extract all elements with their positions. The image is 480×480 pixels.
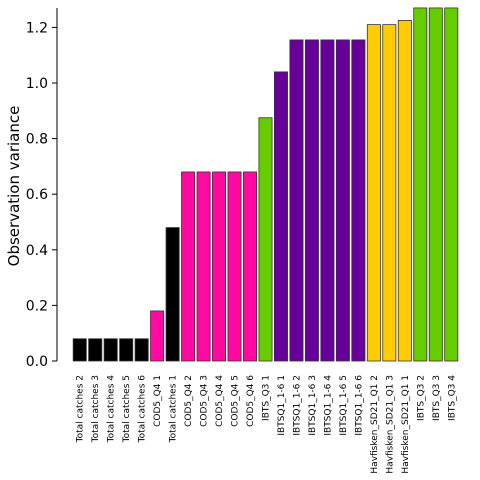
bar: [366, 24, 381, 362]
x-tick-label: COD5_Q4 1: [153, 375, 163, 427]
bar: [428, 7, 443, 362]
bar: [243, 171, 258, 362]
x-tick-label: Total catches 6: [138, 375, 148, 444]
bar: [289, 39, 304, 362]
x-tick-label: IBTSQ1_1-6 6: [354, 375, 364, 436]
x-tick-label: IBTS_Q3 2: [416, 375, 426, 421]
x-tick-label: IBTSQ1_1-6 5: [339, 375, 349, 436]
x-tick-labels: Total catches 2 Total catches 3 Total catc…: [76, 375, 458, 474]
x-tick-label: COD5_Q4 6: [246, 375, 256, 427]
x-tick-label: IBTS_Q3 4: [447, 375, 457, 421]
bar-series: [72, 7, 459, 362]
bar: [227, 171, 242, 362]
bar: [258, 117, 273, 362]
bar: [119, 338, 134, 362]
bar: [134, 338, 149, 362]
bar: [444, 7, 459, 362]
bar: [397, 20, 412, 362]
x-tick-label: IBTSQ1_1-6 1: [277, 375, 287, 436]
y-tick-label: 1.0: [26, 76, 48, 92]
y-axis: 0.0 0.2 0.4 0.6 0.8 1.0 1.2: [26, 7, 58, 370]
y-tick-label: 0.8: [26, 132, 48, 148]
y-tick-label: 1.2: [26, 20, 48, 36]
x-tick-label: Total catches 5: [122, 375, 132, 443]
bar: [304, 39, 319, 362]
x-tick-label: Havfisken_SD21_Q1 1: [401, 375, 411, 474]
x-tick-label: Total catches 2: [76, 375, 86, 443]
x-tick-label: Havfisken_SD21_Q1 3: [385, 375, 395, 474]
y-tick-label: 0.0: [26, 354, 48, 370]
bar: [212, 171, 227, 362]
x-tick-label: COD5_Q4 2: [184, 375, 194, 427]
x-tick-label: IBTS_Q3 3: [432, 375, 442, 421]
bar: [413, 7, 428, 362]
y-tick-label: 0.2: [26, 298, 48, 314]
bar: [320, 39, 335, 362]
x-tick-label: IBTS_Q3 1: [262, 375, 272, 421]
y-tick-label: 0.6: [26, 187, 48, 203]
bar: [103, 338, 118, 362]
bar: [273, 71, 288, 362]
bar: [72, 338, 87, 362]
x-tick-label: IBTSQ1_1-6 3: [308, 375, 318, 436]
x-tick-label: Total catches 1: [169, 375, 179, 443]
x-tick-label: COD5_Q4 3: [200, 375, 210, 427]
x-tick-label: IBTSQ1_1-6 4: [323, 375, 333, 436]
bar: [165, 227, 180, 362]
x-tick-label: Total catches 4: [107, 375, 117, 444]
bar: [196, 171, 211, 362]
x-tick-label: IBTSQ1_1-6 2: [292, 375, 302, 436]
bar: [88, 338, 103, 362]
x-tick-label: Total catches 3: [91, 375, 101, 443]
x-tick-label: Havfisken_SD21_Q1 2: [370, 375, 380, 474]
y-tick-label: 0.4: [26, 243, 48, 259]
bar: [382, 24, 397, 362]
y-axis-title: Observation variance: [5, 106, 23, 267]
bar: [351, 39, 366, 362]
bar: [181, 171, 196, 362]
x-tick-label: COD5_Q4 5: [231, 375, 241, 427]
bar: [335, 39, 350, 362]
bar: [150, 310, 165, 362]
x-tick-label: COD5_Q4 4: [215, 375, 225, 427]
